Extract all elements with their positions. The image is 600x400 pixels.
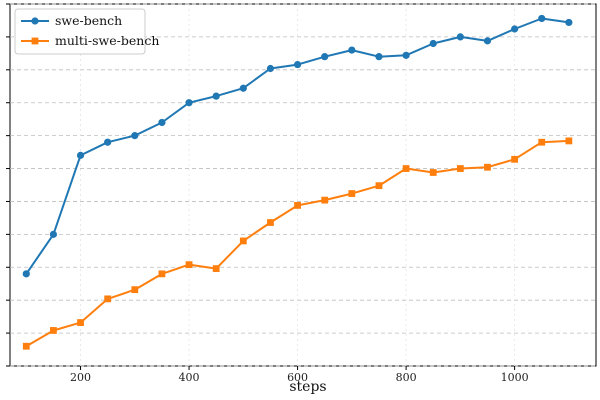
data-point [131, 286, 139, 294]
plot-area [9, 3, 597, 367]
data-point [321, 196, 329, 204]
legend-marker [31, 17, 39, 25]
series-layer [22, 14, 573, 350]
data-point [104, 295, 112, 303]
data-point [538, 138, 546, 146]
data-point [267, 219, 274, 226]
x-tick-label: 400 [179, 371, 200, 384]
data-point [239, 84, 247, 92]
data-point [348, 46, 356, 54]
data-point [294, 202, 301, 209]
data-point [104, 138, 112, 146]
x-tick-label: 1000 [501, 371, 529, 384]
data-point [483, 37, 492, 45]
x-axis-label: steps [289, 379, 326, 395]
x-tick-label: 800 [396, 371, 417, 384]
legend-label: swe-bench [55, 13, 122, 28]
data-point [239, 237, 247, 245]
data-point [375, 53, 383, 61]
data-point [321, 53, 329, 61]
data-point [50, 327, 57, 334]
legend-item: swe-bench [21, 13, 122, 28]
data-point [511, 155, 519, 163]
data-point [565, 137, 573, 145]
data-point [76, 151, 85, 159]
series-multi-swe-bench [22, 137, 573, 350]
data-point [293, 60, 302, 69]
data-point [185, 99, 193, 107]
data-point [538, 14, 546, 23]
legend-marker [31, 37, 39, 45]
data-point [158, 270, 166, 278]
legend-item: multi-swe-bench [21, 33, 159, 48]
axis-ticks: 200 400 600 800 1000 [6, 3, 529, 384]
legend: swe-bench multi-swe-bench [14, 8, 159, 55]
data-point [429, 39, 437, 48]
data-point [375, 182, 383, 190]
data-point [511, 25, 519, 33]
data-point [22, 342, 30, 350]
legend-label: multi-swe-bench [55, 33, 159, 48]
data-point [212, 92, 220, 100]
series-swe-bench [22, 14, 573, 278]
data-point [456, 165, 464, 172]
data-point [77, 319, 84, 326]
data-point [49, 230, 58, 238]
data-point [22, 270, 30, 278]
data-point [185, 261, 193, 269]
x-tick-label: 200 [70, 371, 91, 384]
data-point [348, 190, 356, 197]
data-point [402, 51, 410, 59]
data-point [212, 265, 220, 272]
x-tick-label: 600 [287, 371, 308, 384]
data-point [266, 64, 275, 73]
data-point [484, 163, 491, 171]
data-point [131, 132, 139, 140]
data-point [429, 169, 437, 176]
data-point [402, 165, 410, 172]
data-point [158, 118, 166, 127]
data-point [565, 18, 573, 27]
data-point [456, 33, 464, 41]
